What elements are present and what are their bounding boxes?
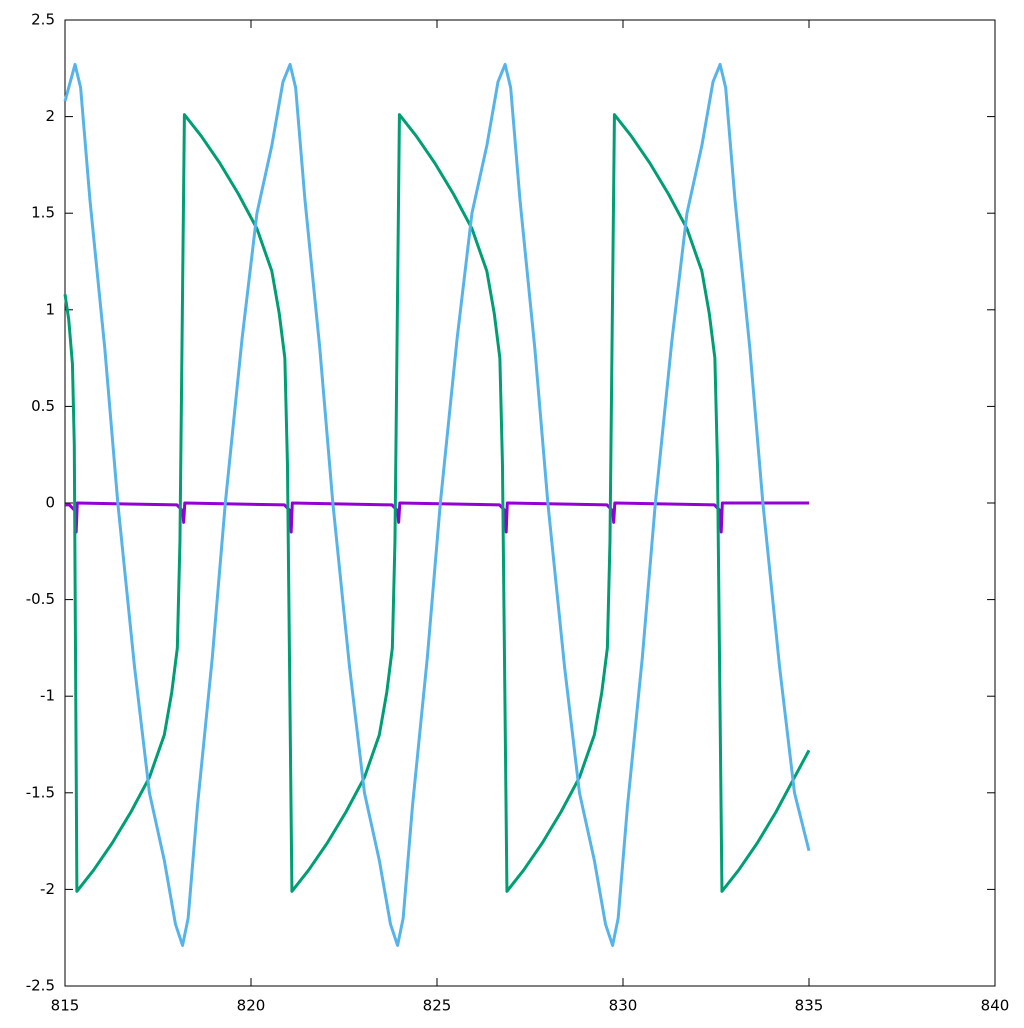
y-tick-label: 0.5	[31, 397, 55, 415]
y-tick-label: 0	[45, 494, 55, 512]
y-tick-label: -2	[40, 880, 55, 898]
x-tick-label: 840	[981, 997, 1010, 1015]
y-tick-label: -1.5	[26, 783, 55, 801]
y-tick-label: 2.5	[31, 11, 55, 29]
x-tick-label: 830	[609, 997, 638, 1015]
series-line	[65, 501, 809, 534]
y-tick-label: -0.5	[26, 590, 55, 608]
y-tick-label: 1	[45, 300, 55, 318]
y-tick-label: -1	[40, 687, 55, 705]
series-line	[63, 62, 811, 947]
x-tick-label: 820	[237, 997, 266, 1015]
x-tick-label: 825	[423, 997, 452, 1015]
series-line	[63, 113, 811, 893]
y-tick-label: -2.5	[26, 977, 55, 995]
x-tick-label: 835	[795, 997, 824, 1015]
y-tick-label: 2	[45, 107, 55, 125]
y-tick-label: 1.5	[31, 204, 55, 222]
x-tick-label: 815	[51, 997, 80, 1015]
